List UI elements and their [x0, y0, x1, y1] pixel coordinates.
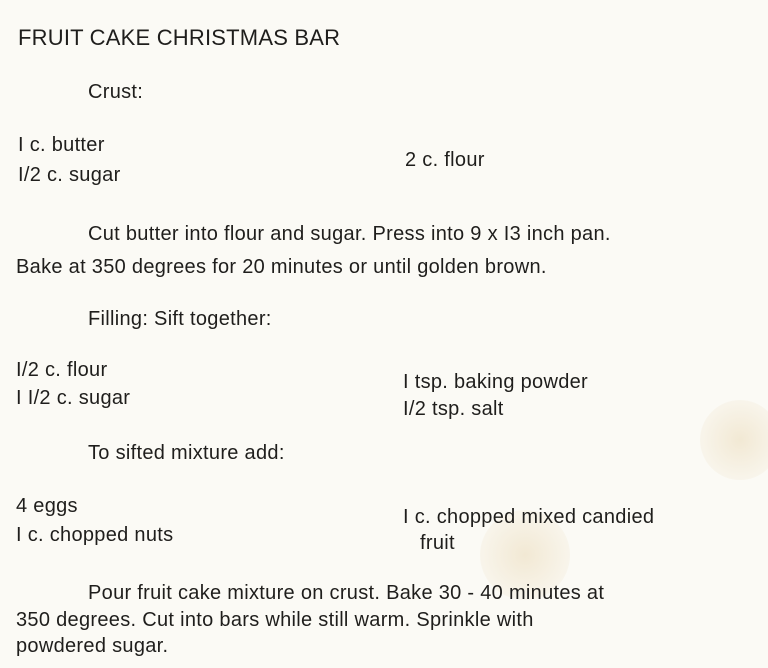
recipe-title: FRUIT CAKE CHRISTMAS BAR: [18, 25, 341, 50]
ingredient: I/2 tsp. salt: [403, 398, 504, 420]
ingredient: fruit: [420, 532, 455, 554]
ingredient: I tsp. baking powder: [403, 371, 588, 393]
additions-heading: To sifted mixture add:: [88, 442, 285, 464]
filling-heading: Filling: Sift together:: [88, 308, 272, 330]
instruction-line: Cut butter into flour and sugar. Press i…: [88, 223, 611, 245]
instruction-line: Bake at 350 degrees for 20 minutes or un…: [16, 256, 547, 278]
crust-heading: Crust:: [88, 81, 144, 103]
instruction-line: Pour fruit cake mixture on crust. Bake 3…: [88, 582, 605, 604]
ingredient: I/2 c. flour: [16, 359, 108, 381]
ingredient: I/2 c. sugar: [18, 164, 121, 186]
ingredient: 4 eggs: [16, 495, 78, 517]
paper-stain: [700, 400, 768, 480]
instruction-line: powdered sugar.: [16, 635, 169, 657]
ingredient: I c. chopped mixed candied: [403, 506, 655, 528]
paper-stain: [480, 510, 570, 600]
ingredient: 2 c. flour: [405, 149, 485, 171]
ingredient: I c. butter: [18, 134, 105, 156]
instruction-line: 350 degrees. Cut into bars while still w…: [16, 609, 534, 631]
ingredient: I c. chopped nuts: [16, 524, 174, 546]
ingredient: I I/2 c. sugar: [16, 387, 131, 409]
